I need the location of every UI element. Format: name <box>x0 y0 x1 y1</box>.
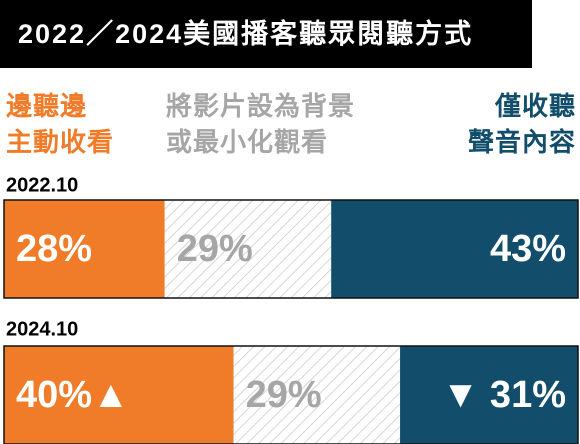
bar-outline <box>3 345 579 444</box>
value-label: 29% <box>246 374 322 416</box>
chart-title: 2022／2024美國播客聽眾閱聽方式 <box>18 18 473 49</box>
category-label: 2022.10 <box>6 174 78 196</box>
value-label: 43% <box>490 228 566 270</box>
bar-segment <box>4 200 165 298</box>
value-label: 40%▲ <box>16 374 130 416</box>
value-label: 29% <box>177 228 253 270</box>
value-label: ▼ 31% <box>442 374 566 416</box>
value-label: 28% <box>16 228 92 270</box>
category-label: 2024.10 <box>6 318 78 340</box>
legend-entry: 邊聽邊 主動收看 <box>6 91 115 157</box>
bar-segment <box>233 346 401 444</box>
title-background <box>0 0 532 68</box>
legend-entry: 將影片設為背景 或最小化觀看 <box>166 91 356 157</box>
legend-entry: 僅收聽 聲音內容 <box>467 91 576 157</box>
bar-segment <box>164 200 332 298</box>
bar-outline <box>3 199 579 299</box>
bar-segment <box>400 346 578 444</box>
bar-segment <box>4 346 234 444</box>
bar-segment <box>331 200 578 298</box>
